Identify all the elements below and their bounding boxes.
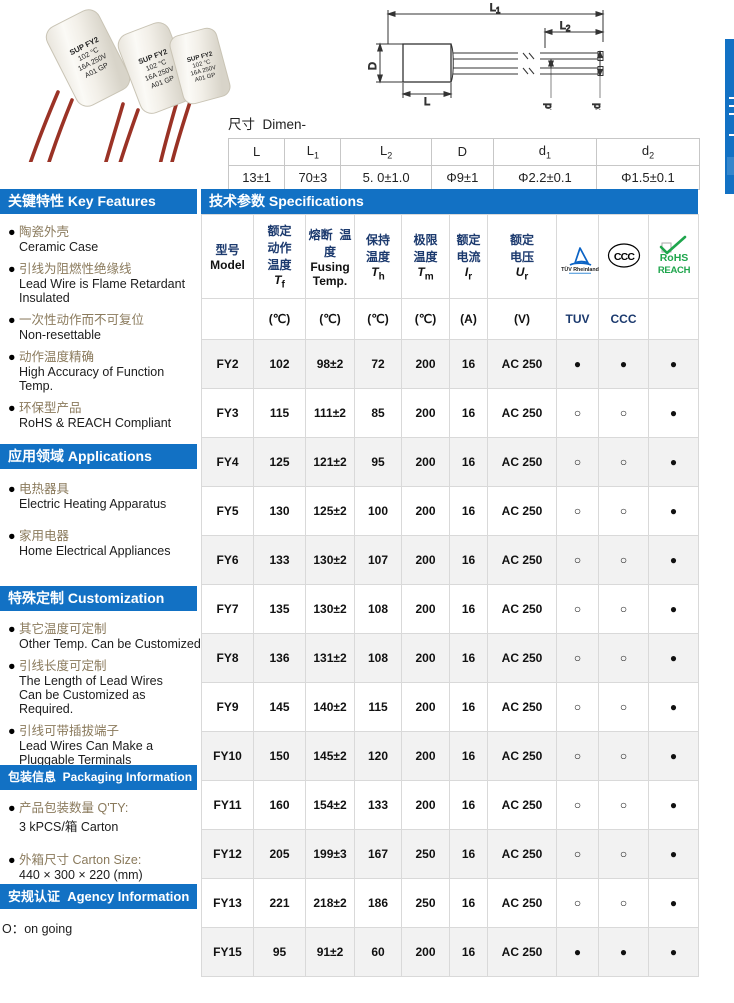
svg-text:D: D xyxy=(368,62,379,70)
svg-text:REACH: REACH xyxy=(658,265,691,276)
svg-text:d: d xyxy=(592,103,603,109)
svg-text:RoHS: RoHS xyxy=(660,252,689,264)
svg-text:TÜV Rheinland: TÜV Rheinland xyxy=(561,266,599,273)
svg-text:L1: L1 xyxy=(490,2,501,15)
svg-text:d: d xyxy=(543,103,554,109)
svg-text:L: L xyxy=(424,96,430,108)
svg-text:CCC: CCC xyxy=(613,250,635,262)
svg-text:L2: L2 xyxy=(560,20,571,33)
